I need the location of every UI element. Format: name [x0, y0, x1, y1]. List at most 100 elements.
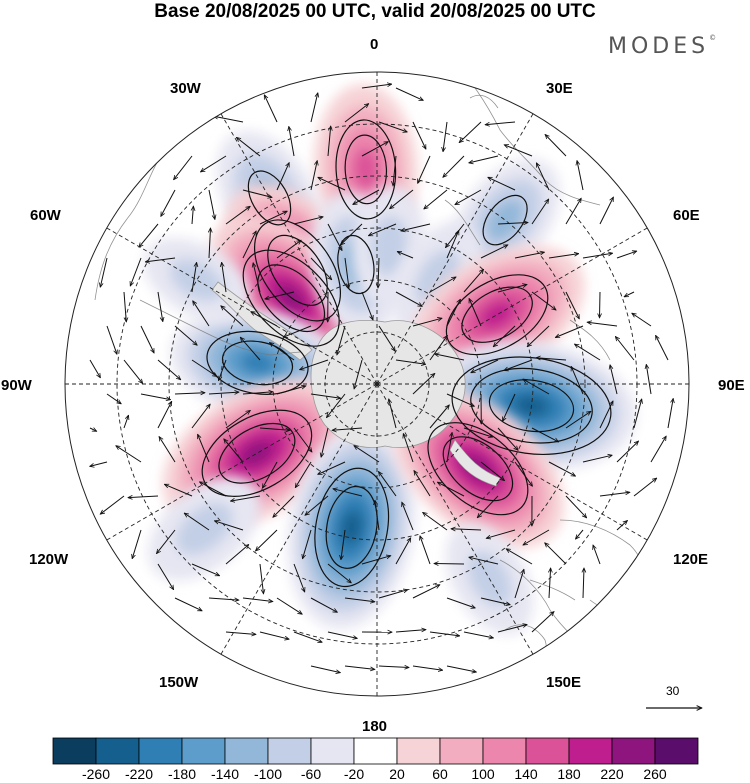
meridian-line — [106, 227, 378, 385]
contour-line — [253, 219, 342, 322]
wind-vector — [321, 427, 329, 457]
colorbar-swatch — [267, 737, 312, 765]
wind-vector — [341, 223, 363, 245]
colorbar-tick-label: 260 — [643, 766, 667, 782]
wind-vector — [214, 521, 244, 531]
wind-vector — [337, 325, 346, 355]
wind-vector — [344, 104, 369, 123]
wind-vector — [390, 189, 414, 209]
anomaly-shade — [352, 148, 379, 191]
wind-vector — [610, 365, 618, 395]
wind-vector — [446, 432, 452, 463]
wind-vector — [209, 228, 211, 259]
wind-vector — [225, 631, 256, 634]
wind-vector — [276, 386, 306, 395]
wind-vector — [140, 325, 155, 353]
wind-vector — [139, 223, 159, 247]
wind-vector — [259, 631, 289, 639]
anomaly-shade — [240, 351, 275, 374]
wind-vector — [497, 625, 527, 633]
wind-vector — [646, 364, 652, 395]
wind-vector — [276, 597, 302, 614]
wind-vector — [378, 121, 407, 132]
wind-vector — [378, 666, 409, 668]
wind-vector — [219, 359, 227, 381]
wind-vector — [565, 291, 580, 319]
wind-vector — [423, 512, 448, 531]
south-pole-marker — [375, 382, 379, 386]
wind-vector — [327, 393, 346, 418]
wind-vector — [276, 163, 290, 191]
anomaly-shade — [170, 258, 224, 302]
lon-label-30w: 30W — [170, 80, 201, 97]
wind-vector — [191, 404, 210, 429]
wind-vector — [273, 495, 295, 517]
wind-vector — [174, 325, 197, 345]
wind-vector — [536, 358, 567, 361]
wind-vector — [504, 145, 533, 157]
wind-vector — [89, 359, 100, 378]
wind-vector — [395, 538, 411, 565]
wind-vector — [395, 630, 426, 633]
colorbar-tick-label: -260 — [81, 766, 111, 782]
wind-vector — [293, 563, 305, 592]
colorbar-swatch — [52, 737, 97, 765]
wind-vector — [502, 393, 516, 421]
wind-vector — [446, 230, 459, 259]
lon-label-0: 0 — [370, 36, 379, 53]
wind-vector — [655, 335, 669, 361]
wind-vector — [341, 529, 346, 560]
colorbar-tick-label: 60 — [432, 766, 448, 782]
colorbar-tick-label: 220 — [600, 766, 624, 782]
wind-vector — [531, 291, 556, 310]
map-title: Base 20/08/2025 00 UTC, valid 20/08/2025… — [154, 1, 596, 22]
contour-line — [445, 274, 549, 356]
lon-label-150e: 150E — [546, 674, 582, 691]
wind-vector — [191, 359, 217, 377]
wind-vector — [446, 223, 465, 248]
contour-line — [482, 194, 528, 246]
wind-vector — [164, 484, 193, 497]
wind-vector — [616, 441, 639, 463]
wind-vector — [90, 461, 108, 466]
colorbar-swatch — [568, 737, 613, 765]
meridian-line — [220, 113, 378, 385]
wind-vector — [667, 399, 673, 429]
wind-vector — [361, 291, 373, 320]
wind-vector — [225, 410, 250, 429]
wind-vector — [225, 206, 250, 225]
latitude-circle — [272, 279, 482, 489]
contour-line — [337, 234, 375, 295]
wind-vector — [145, 257, 176, 262]
wind-vector — [379, 472, 397, 497]
wind-vector — [262, 461, 278, 488]
wind-vector — [395, 291, 422, 306]
wind-vector — [401, 223, 431, 231]
wind-vectors — [90, 84, 674, 673]
wind-vector — [100, 495, 125, 514]
wind-vector — [463, 269, 484, 293]
wind-vector — [615, 337, 635, 361]
colorbar-tick-label: 100 — [471, 766, 495, 782]
wind-vector — [230, 495, 261, 501]
wind-vector — [389, 399, 397, 429]
colorbar-tick-label: 20 — [389, 766, 405, 782]
wind-vector — [378, 257, 379, 288]
contour-line — [470, 367, 593, 444]
lon-label-120w: 120W — [29, 551, 69, 568]
contour-line — [314, 467, 390, 588]
contour-line — [221, 340, 294, 386]
wind-vector — [344, 597, 375, 602]
colorbar-tick-label: -20 — [343, 766, 365, 782]
wind-vector — [497, 285, 527, 293]
wind-vector — [650, 436, 666, 463]
anomaly-shade — [486, 199, 524, 241]
wind-vector — [429, 336, 447, 361]
wind-vector — [417, 155, 431, 183]
wind-vector — [497, 427, 518, 450]
wind-vector — [549, 568, 551, 599]
wind-vector — [259, 427, 290, 430]
antarctica-landmass — [211, 281, 501, 487]
wind-vector — [259, 563, 264, 594]
wind-vector — [535, 163, 550, 191]
